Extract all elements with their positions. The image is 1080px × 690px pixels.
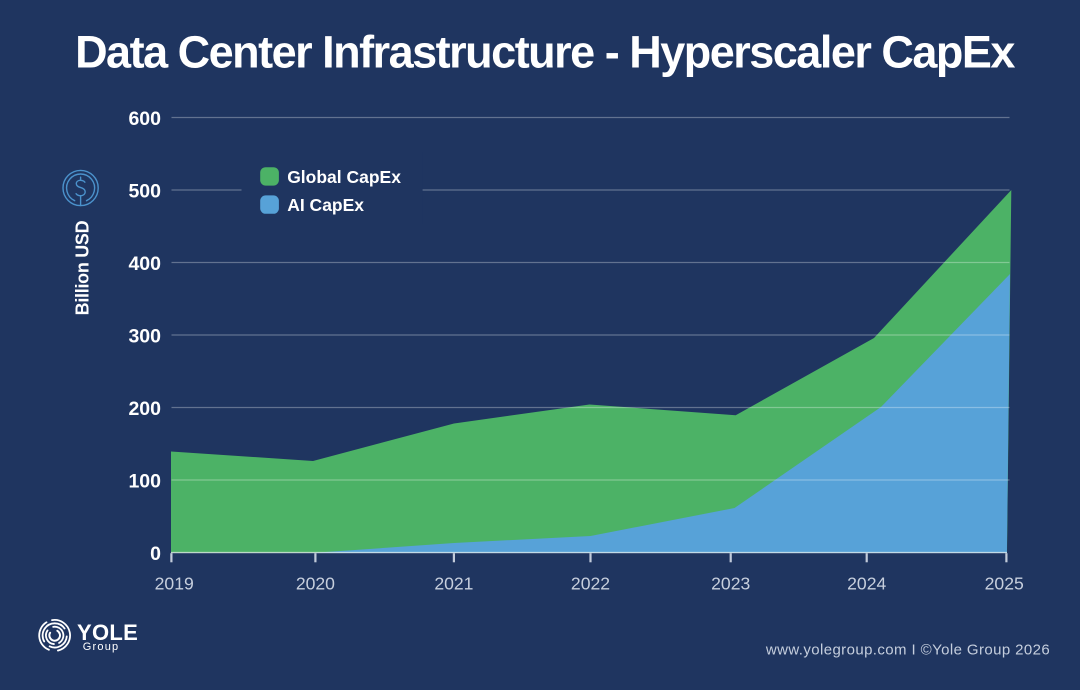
svg-text:Global CapEx: Global CapEx [287,167,401,187]
svg-text:600: 600 [128,108,161,130]
svg-text:Billion USD: Billion USD [72,220,92,315]
svg-text:400: 400 [128,253,161,275]
svg-text:500: 500 [128,181,161,203]
svg-text:100: 100 [128,471,161,493]
svg-text:2022: 2022 [571,574,610,594]
svg-text:Data Center Infrastructure - H: Data Center Infrastructure - Hyperscaler… [75,27,1015,78]
svg-text:YOLE: YOLE [77,620,138,645]
svg-text:200: 200 [128,398,161,420]
svg-text:Group: Group [83,641,120,653]
svg-text:2025: 2025 [985,574,1024,594]
svg-text:2023: 2023 [711,574,750,594]
svg-text:AI CapEx: AI CapEx [287,195,364,215]
svg-text:2024: 2024 [847,574,886,594]
svg-text:www.yolegroup.com I ©Yole Grou: www.yolegroup.com I ©Yole Group 2026 [765,642,1050,659]
svg-text:0: 0 [150,543,161,565]
svg-text:2019: 2019 [155,574,194,594]
svg-text:2021: 2021 [434,574,473,594]
svg-text:300: 300 [128,326,161,348]
svg-text:2020: 2020 [296,574,335,594]
